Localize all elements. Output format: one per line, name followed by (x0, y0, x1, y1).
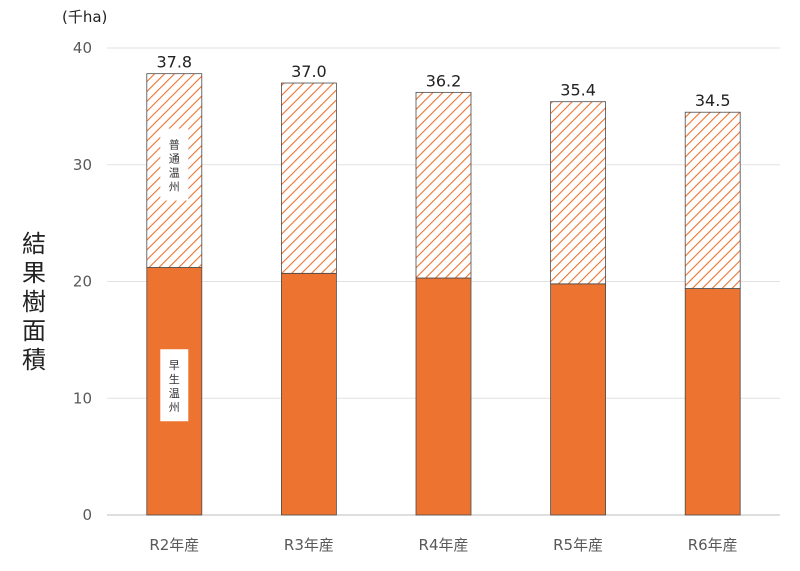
bars (146, 73, 741, 516)
series-label-early-char: 州 (169, 401, 180, 414)
bar-segment-regular (280, 82, 337, 274)
bar-segment-regular (684, 111, 741, 289)
bar-segment-regular (415, 91, 472, 279)
y-tick-label: 10 (73, 389, 92, 407)
total-data-label: 37.8 (156, 53, 192, 72)
total-labels: 37.8 37.0 36.2 35.4 34.5 (156, 53, 730, 111)
category-label: R5年産 (553, 536, 603, 554)
series-label-early-char: 生 (169, 372, 180, 386)
bar-segment-early (550, 283, 606, 516)
series-label-regular-char: 温 (169, 167, 180, 180)
y-axis-title-char: 樹 (22, 288, 46, 316)
series-label-early-char: 温 (169, 387, 180, 400)
series-label-early-char: 早 (169, 359, 180, 372)
category-label: R4年産 (419, 536, 469, 554)
x-axis-categories: R2年産 R3年産 R4年産 R5年産 R6年産 (149, 536, 737, 554)
category-label: R3年産 (284, 536, 334, 554)
y-axis-ticks: 0 10 20 30 40 (73, 39, 92, 524)
series-label-regular-box (160, 128, 189, 201)
series-label-regular-char: 通 (169, 153, 180, 166)
total-data-label: 34.5 (695, 91, 731, 110)
total-data-label: 35.4 (560, 81, 596, 100)
category-label: R2年産 (149, 536, 199, 554)
series-label-regular-char: 州 (169, 181, 180, 194)
y-tick-label: 40 (73, 39, 92, 57)
series-label-early-box (160, 349, 189, 422)
series-label-regular-char: 普 (169, 138, 180, 152)
y-tick-label: 20 (73, 273, 92, 291)
y-axis-title-char: 結 (22, 230, 46, 258)
bar-segment-regular (550, 101, 606, 285)
y-axis-title-char: 積 (22, 346, 46, 374)
y-tick-label: 30 (73, 156, 92, 174)
bar-segment-early (280, 272, 337, 516)
total-data-label: 36.2 (426, 71, 462, 90)
y-axis-title-char: 面 (22, 317, 46, 345)
category-label: R6年産 (688, 536, 738, 554)
y-tick-label: 0 (82, 506, 92, 524)
total-data-label: 37.0 (291, 62, 327, 81)
bar-segment-early (415, 277, 472, 516)
y-axis-title-char: 果 (22, 259, 46, 287)
unit-label: (千ha) (62, 8, 107, 26)
bar-segment-early (684, 288, 741, 516)
